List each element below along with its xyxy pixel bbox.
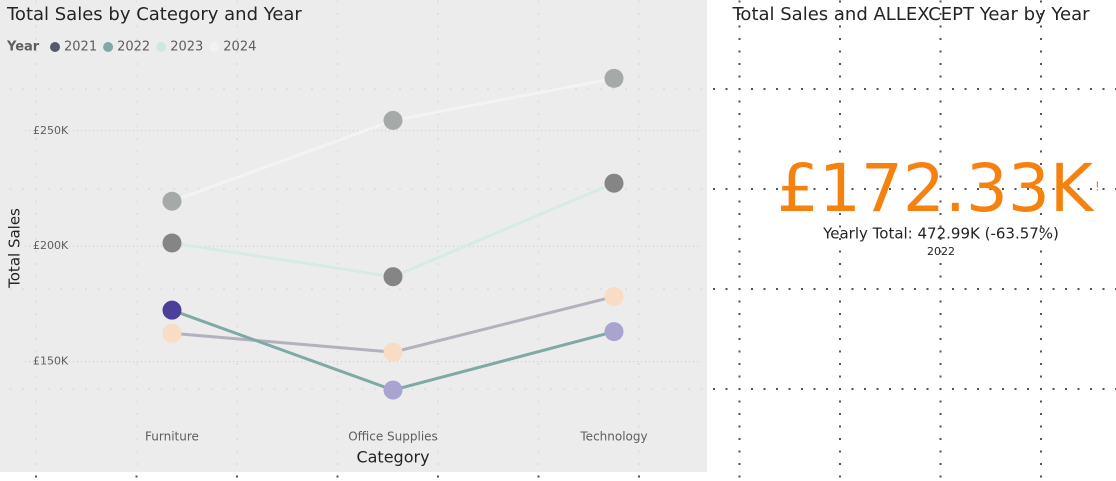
card-value: £172.33K	[777, 150, 1095, 227]
data-point	[383, 380, 403, 400]
legend-marker	[103, 42, 114, 52]
y-tick-label: £200K	[33, 239, 69, 252]
x-tick-label: Office Supplies	[348, 430, 438, 444]
card-warning: !	[1095, 180, 1100, 194]
legend-marker	[209, 42, 220, 52]
y-tick-label: £250K	[33, 124, 69, 137]
x-tick-label: Furniture	[145, 430, 199, 444]
data-point	[162, 323, 182, 343]
chart: Total Sales by Category and Year Year To…	[6, 4, 700, 467]
data-point	[604, 68, 624, 88]
legend-label: 2023	[170, 40, 203, 55]
card-caption: 2022	[927, 245, 955, 258]
y-tick-label: £150K	[33, 355, 69, 368]
card: Total Sales and ALLEXCEPT Year by Year £…	[732, 4, 1100, 258]
data-point	[162, 300, 182, 320]
legend-marker	[50, 42, 60, 52]
legend-label: 2022	[117, 40, 150, 55]
x-tick-label: Technology	[579, 430, 647, 444]
legend-label: 2024	[223, 40, 256, 55]
legend-title: Year	[6, 40, 40, 55]
chart-panel	[0, 0, 707, 472]
legend-label: 2021	[64, 40, 97, 55]
y-axis-title: Total Sales	[6, 208, 24, 289]
chart-title: Total Sales by Category and Year	[6, 4, 302, 25]
card-title: Total Sales and ALLEXCEPT Year by Year	[732, 4, 1091, 25]
data-point	[604, 322, 624, 342]
data-point	[383, 342, 403, 362]
data-point	[383, 267, 403, 287]
x-axis-title: Category	[356, 448, 429, 467]
data-point	[604, 287, 624, 307]
legend-marker	[156, 42, 167, 52]
card-subtitle: Yearly Total: 472.99K (-63.57%)	[822, 225, 1059, 243]
data-point	[162, 233, 182, 253]
data-point	[604, 173, 624, 193]
data-point	[383, 110, 403, 130]
data-point	[162, 191, 182, 211]
